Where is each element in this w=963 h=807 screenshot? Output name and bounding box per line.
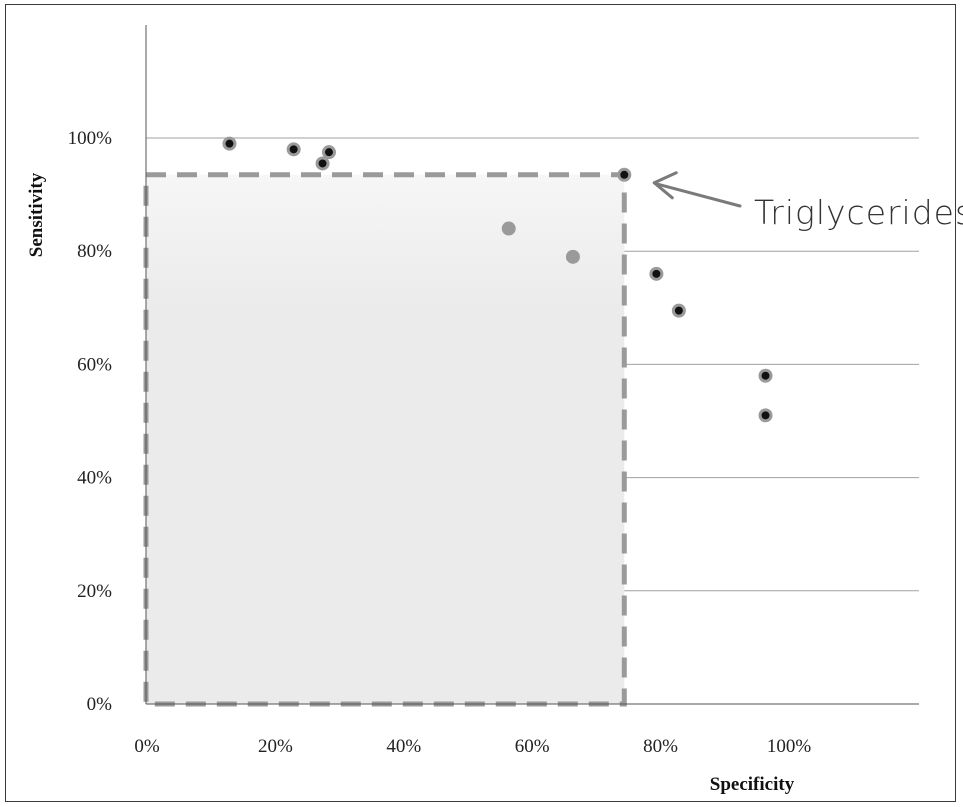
y-tick-label: 0% [87,694,113,715]
annotation-arrow-head [652,181,674,200]
data-point [671,303,686,318]
data-point [315,156,330,171]
y-axis-title: Sensitivity [26,172,47,257]
data-point [222,136,237,151]
data-point-dot [674,306,683,315]
data-point [617,167,632,182]
x-axis-title: Specificity [710,774,795,795]
data-point-dot [318,159,327,168]
data-point-dot [504,224,513,233]
data-point-dot [620,170,629,179]
y-tick-label: 20% [77,581,112,602]
highlight-rect [143,172,627,707]
y-tick-label: 60% [77,354,112,375]
x-tick-label: 80% [643,736,678,757]
data-point [758,368,773,383]
x-tick-label: 0% [134,736,160,757]
data-point-dot [761,371,770,380]
y-tick-label: 80% [77,241,112,262]
data-point [286,142,301,157]
data-point [321,145,336,160]
data-point [501,221,516,236]
data-point-dot [324,148,333,157]
data-points [222,136,773,423]
y-tick-label: 100% [68,128,113,149]
annotation-arrow-head [652,171,678,185]
annotation-arrow-shaft [654,182,742,208]
data-point-dot [289,145,298,154]
x-tick-label: 60% [515,736,550,757]
data-point [565,249,580,264]
annotation-label: Triglycerides [754,193,963,232]
data-point-dot [568,252,577,261]
data-point [649,266,664,281]
data-point-dot [652,269,661,278]
highlight-box [143,172,627,707]
annotation: Triglycerides [652,171,963,232]
data-point-dot [225,139,234,148]
x-tick-label: 40% [386,736,421,757]
tick-labels: 0% 20% 40% 60% 80% 100% 0% 20% 40% 60% 80% 100% [68,128,812,757]
data-point-dot [761,411,770,420]
data-point [758,408,773,423]
x-tick-label: 20% [258,736,293,757]
x-tick-label: 100% [767,736,812,757]
axes [145,25,919,705]
y-tick-label: 40% [77,468,112,489]
